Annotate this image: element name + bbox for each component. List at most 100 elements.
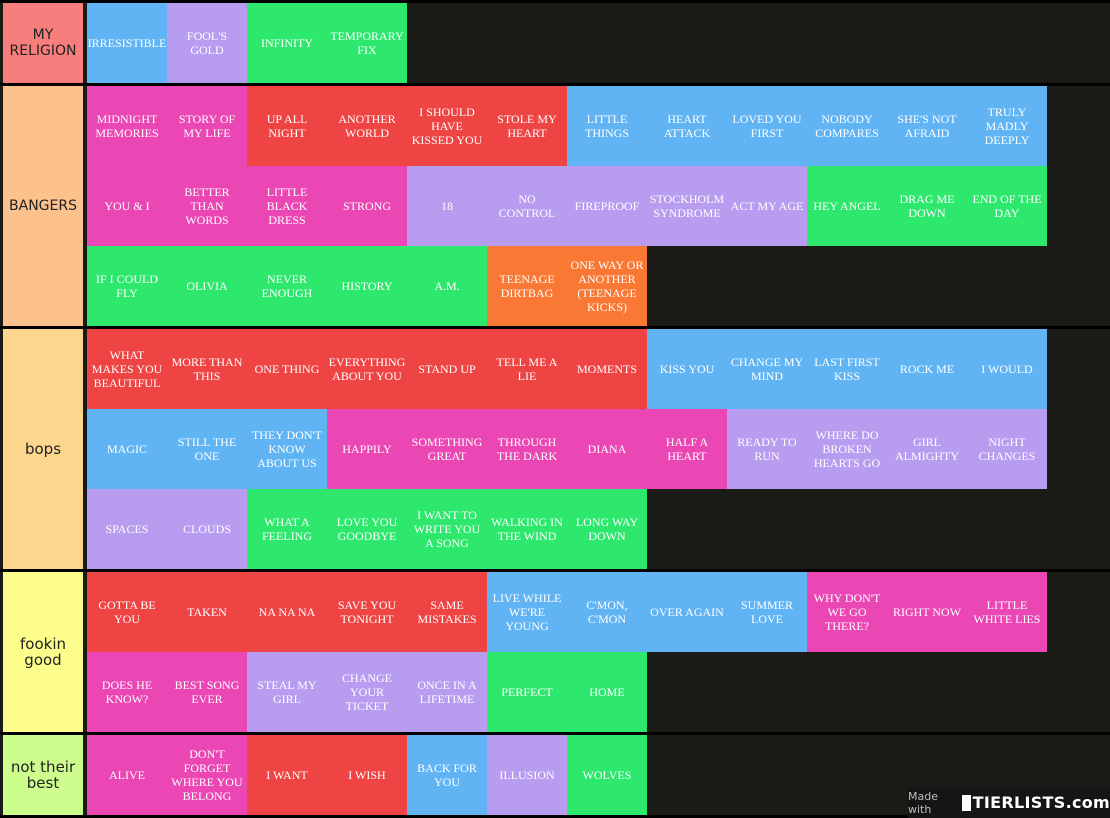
song-tile[interactable]: WHAT MAKES YOU BEAUTIFUL: [87, 329, 167, 409]
song-tile[interactable]: DIANA: [567, 409, 647, 489]
song-tile[interactable]: STILL THE ONE: [167, 409, 247, 489]
song-tile[interactable]: MOMENTS: [567, 329, 647, 409]
song-tile[interactable]: ALIVE: [87, 735, 167, 815]
song-tile[interactable]: SAVE YOU TONIGHT: [327, 572, 407, 652]
song-tile[interactable]: LAST FIRST KISS: [807, 329, 887, 409]
song-tile[interactable]: LONG WAY DOWN: [567, 489, 647, 569]
song-tile[interactable]: LITTLE BLACK DRESS: [247, 166, 327, 246]
song-tile[interactable]: ACT MY AGE: [727, 166, 807, 246]
song-tile[interactable]: KISS YOU: [647, 329, 727, 409]
song-tile[interactable]: YOU & I: [87, 166, 167, 246]
song-tile[interactable]: STAND UP: [407, 329, 487, 409]
song-tile[interactable]: SHE'S NOT AFRAID: [887, 86, 967, 166]
song-tile[interactable]: HEART ATTACK: [647, 86, 727, 166]
song-tile[interactable]: I SHOULD HAVE KISSED YOU: [407, 86, 487, 166]
song-tile[interactable]: IRRESISTIBLE: [87, 3, 167, 83]
song-tile[interactable]: IF I COULD FLY: [87, 246, 167, 326]
song-tile[interactable]: WHERE DO BROKEN HEARTS GO: [807, 409, 887, 489]
song-tile[interactable]: LIVE WHILE WE'RE YOUNG: [487, 572, 567, 652]
song-tile[interactable]: GOTTA BE YOU: [87, 572, 167, 652]
song-tile[interactable]: RIGHT NOW: [887, 572, 967, 652]
tier-label[interactable]: not their best: [3, 735, 83, 815]
song-tile[interactable]: GIRL ALMIGHTY: [887, 409, 967, 489]
song-tile[interactable]: STOCKHOLM SYNDROME: [647, 166, 727, 246]
song-tile[interactable]: MIDNIGHT MEMORIES: [87, 86, 167, 166]
tier-row: fookin good GOTTA BE YOU TAKEN NA NA NA SAVE…: [0, 572, 1110, 732]
song-tile[interactable]: C'MON, C'MON: [567, 572, 647, 652]
song-tile[interactable]: SUMMER LOVE: [727, 572, 807, 652]
song-tile[interactable]: DON'T FORGET WHERE YOU BELONG: [167, 735, 247, 815]
song-tile[interactable]: ANOTHER WORLD: [327, 86, 407, 166]
song-tile[interactable]: SAME MISTAKES: [407, 572, 487, 652]
song-tile[interactable]: FIREPROOF: [567, 166, 647, 246]
song-tile[interactable]: STRONG: [327, 166, 407, 246]
song-tile[interactable]: FOOL'S GOLD: [167, 3, 247, 83]
song-tile[interactable]: OVER AGAIN: [647, 572, 727, 652]
song-tile[interactable]: PERFECT: [487, 652, 567, 732]
song-tile[interactable]: BEST SONG EVER: [167, 652, 247, 732]
song-tile[interactable]: TEENAGE DIRTBAG: [487, 246, 567, 326]
song-tile[interactable]: THEY DON'T KNOW ABOUT US: [247, 409, 327, 489]
song-tile[interactable]: TELL ME A LIE: [487, 329, 567, 409]
song-tile[interactable]: MORE THAN THIS: [167, 329, 247, 409]
song-tile[interactable]: WALKING IN THE WIND: [487, 489, 567, 569]
tier-label[interactable]: MY RELIGION: [3, 3, 83, 83]
song-tile[interactable]: NOBODY COMPARES: [807, 86, 887, 166]
made-with-watermark[interactable]: Made with TIERLISTS.com: [908, 787, 1110, 818]
tier-label[interactable]: BANGERS: [3, 86, 83, 326]
song-tile[interactable]: BACK FOR YOU: [407, 735, 487, 815]
song-tile[interactable]: I WISH: [327, 735, 407, 815]
song-tile[interactable]: TAKEN: [167, 572, 247, 652]
song-tile[interactable]: CHANGE MY MIND: [727, 329, 807, 409]
song-tile[interactable]: HOME: [567, 652, 647, 732]
song-tile[interactable]: MAGIC: [87, 409, 167, 489]
song-tile[interactable]: HALF A HEART: [647, 409, 727, 489]
song-tile[interactable]: NA NA NA: [247, 572, 327, 652]
song-tile[interactable]: WOLVES: [567, 735, 647, 815]
song-tile[interactable]: THROUGH THE DARK: [487, 409, 567, 489]
song-tile[interactable]: OLIVIA: [167, 246, 247, 326]
song-tile[interactable]: HISTORY: [327, 246, 407, 326]
song-tile[interactable]: WHY DON'T WE GO THERE?: [807, 572, 887, 652]
song-tile[interactable]: I WANT TO WRITE YOU A SONG: [407, 489, 487, 569]
tier-label[interactable]: bops: [3, 329, 83, 569]
song-tile[interactable]: UP ALL NIGHT: [247, 86, 327, 166]
song-tile[interactable]: NIGHT CHANGES: [967, 409, 1047, 489]
song-tile[interactable]: DRAG ME DOWN: [887, 166, 967, 246]
song-tile[interactable]: HAPPILY: [327, 409, 407, 489]
song-tile[interactable]: A.M.: [407, 246, 487, 326]
song-tile[interactable]: BETTER THAN WORDS: [167, 166, 247, 246]
tier-row: BANGERS MIDNIGHT MEMORIES STORY OF MY LIFE…: [0, 86, 1110, 326]
song-tile[interactable]: SPACES: [87, 489, 167, 569]
song-tile[interactable]: ILLUSION: [487, 735, 567, 815]
tier-label[interactable]: fookin good: [3, 572, 83, 732]
song-tile[interactable]: LOVED YOU FIRST: [727, 86, 807, 166]
song-tile[interactable]: DOES HE KNOW?: [87, 652, 167, 732]
song-tile[interactable]: STOLE MY HEART: [487, 86, 567, 166]
song-tile[interactable]: READY TO RUN: [727, 409, 807, 489]
song-tile[interactable]: ROCK ME: [887, 329, 967, 409]
song-tile[interactable]: ONE WAY OR ANOTHER (TEENAGE KICKS): [567, 246, 647, 326]
song-tile[interactable]: EVERYTHING ABOUT YOU: [327, 329, 407, 409]
song-tile[interactable]: I WANT: [247, 735, 327, 815]
song-tile[interactable]: TRULY MADLY DEEPLY: [967, 86, 1047, 166]
song-tile[interactable]: 18: [407, 166, 487, 246]
song-tile[interactable]: WHAT A FEELING: [247, 489, 327, 569]
song-tile[interactable]: END OF THE DAY: [967, 166, 1047, 246]
song-tile[interactable]: CHANGE YOUR TICKET: [327, 652, 407, 732]
song-tile[interactable]: INFINITY: [247, 3, 327, 83]
song-tile[interactable]: ONE THING: [247, 329, 327, 409]
song-tile[interactable]: NO CONTROL: [487, 166, 567, 246]
song-tile[interactable]: NEVER ENOUGH: [247, 246, 327, 326]
song-tile[interactable]: LOVE YOU GOODBYE: [327, 489, 407, 569]
song-tile[interactable]: ONCE IN A LIFETIME: [407, 652, 487, 732]
song-tile[interactable]: STEAL MY GIRL: [247, 652, 327, 732]
song-tile[interactable]: STORY OF MY LIFE: [167, 86, 247, 166]
song-tile[interactable]: LITTLE WHITE LIES: [967, 572, 1047, 652]
song-tile[interactable]: LITTLE THINGS: [567, 86, 647, 166]
song-tile[interactable]: I WOULD: [967, 329, 1047, 409]
song-tile[interactable]: TEMPORARY FIX: [327, 3, 407, 83]
song-tile[interactable]: HEY ANGEL: [807, 166, 887, 246]
song-tile[interactable]: SOMETHING GREAT: [407, 409, 487, 489]
song-tile[interactable]: CLOUDS: [167, 489, 247, 569]
